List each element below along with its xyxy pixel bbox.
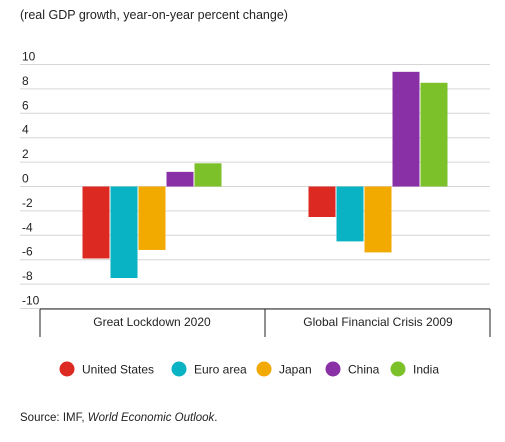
bar-japan <box>364 186 392 253</box>
source-prefix: Source: IMF, <box>20 412 88 424</box>
bar-india <box>194 163 222 187</box>
source-note: Source: IMF, World Economic Outlook. <box>20 412 218 424</box>
y-tick-label: 4 <box>22 123 29 137</box>
y-tick-label: 10 <box>22 50 36 64</box>
category-label: Global Financial Crisis 2009 <box>303 315 453 329</box>
bar-china <box>392 71 420 187</box>
bar-euro-area <box>336 186 364 242</box>
legend-label: Japan <box>279 363 312 377</box>
y-tick-label: -8 <box>22 269 33 283</box>
bar-japan <box>138 186 166 250</box>
source-publication: World Economic Outlook <box>88 412 216 424</box>
source-suffix: . <box>214 412 217 424</box>
legend-swatch <box>390 361 406 377</box>
y-tick-label: -6 <box>22 245 33 259</box>
bar-india <box>420 82 448 187</box>
y-tick-label: 2 <box>22 147 29 161</box>
chart-subtitle: (real GDP growth, year-on-year percent c… <box>20 8 288 22</box>
legend-label: India <box>413 363 439 377</box>
bar-united-states <box>308 186 336 217</box>
y-tick-label: -2 <box>22 196 33 210</box>
legend-swatch <box>59 361 75 377</box>
legend: United States Euro area Japan China India <box>59 361 439 377</box>
bar-united-states <box>82 186 110 259</box>
legend-swatch <box>256 361 272 377</box>
y-tick-label: -4 <box>22 220 33 234</box>
bar-euro-area <box>110 186 138 278</box>
legend-swatch <box>171 361 187 377</box>
bar-china <box>166 171 194 187</box>
y-tick-label: 6 <box>22 98 29 112</box>
bars <box>82 71 448 278</box>
legend-swatch <box>325 361 341 377</box>
legend-label: United States <box>82 363 154 377</box>
y-tick-label: 8 <box>22 74 29 88</box>
y-tick-label: -10 <box>22 294 40 308</box>
axes: 10 8 6 4 2 0 -2 -4 -6 -8 -10 Great Lockdown 2020 Glo… <box>22 50 491 337</box>
y-tick-label: 0 <box>22 172 29 186</box>
category-label: Great Lockdown 2020 <box>93 315 211 329</box>
legend-label: Euro area <box>194 363 247 377</box>
legend-label: China <box>348 363 380 377</box>
